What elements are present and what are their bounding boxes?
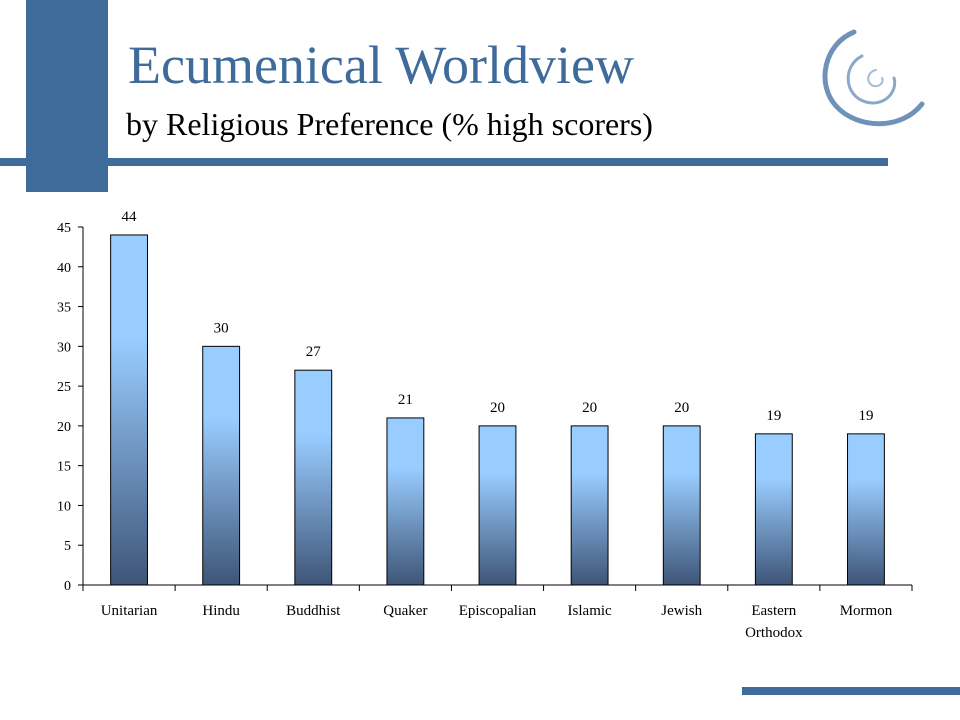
- bar-chart: 0 5 10 15 20 25 30 35 40 45 44 Unitarian 30 Hindu 27 Bu…: [57, 209, 913, 641]
- y-tick-label: 0: [64, 579, 71, 594]
- x-tick-label: Buddhist: [286, 603, 341, 619]
- y-tick-label: 5: [64, 539, 71, 554]
- bar: [294, 369, 333, 586]
- bar: [847, 433, 885, 586]
- bar: [478, 425, 517, 586]
- y-tick-label: 45: [57, 221, 71, 236]
- title-underline-rule: [0, 158, 888, 166]
- x-tick-label: Hindu: [202, 603, 240, 619]
- slide-title: Ecumenical Worldview: [128, 35, 634, 95]
- data-label: 21: [398, 392, 413, 408]
- bar: [110, 234, 148, 586]
- x-tick-label: Mormon: [840, 603, 893, 619]
- x-tick-label: Quaker: [383, 603, 427, 619]
- data-label: 19: [766, 408, 781, 424]
- data-label: 19: [858, 408, 873, 424]
- data-label: 20: [490, 400, 505, 416]
- y-tick-label: 25: [57, 380, 71, 395]
- x-tick-label: Jewish: [661, 603, 702, 619]
- x-tick-label: Unitarian: [101, 603, 158, 619]
- data-label: 30: [214, 320, 229, 336]
- data-label: 20: [674, 400, 689, 416]
- bar: [202, 345, 241, 586]
- x-tick-label: Episcopalian: [459, 603, 537, 619]
- bar: [386, 417, 425, 586]
- x-tick-label: Islamic: [568, 603, 612, 619]
- data-label: 27: [306, 344, 322, 360]
- bar: [570, 425, 609, 586]
- y-tick-label: 20: [57, 420, 71, 435]
- swirl-logo-icon: [822, 29, 925, 127]
- y-tick-label: 10: [57, 499, 71, 514]
- x-tick-label: Eastern Orthodox: [745, 603, 803, 641]
- data-label: 20: [582, 400, 597, 416]
- y-tick-label: 30: [57, 340, 71, 355]
- footer-rule: [742, 687, 960, 695]
- y-tick-label: 35: [57, 301, 71, 316]
- y-tick-label: 40: [57, 261, 71, 276]
- bar: [662, 425, 701, 586]
- slide-subtitle: by Religious Preference (% high scorers): [126, 106, 653, 142]
- data-label: 44: [122, 209, 138, 225]
- bar: [754, 433, 793, 586]
- y-tick-label: 15: [57, 460, 71, 475]
